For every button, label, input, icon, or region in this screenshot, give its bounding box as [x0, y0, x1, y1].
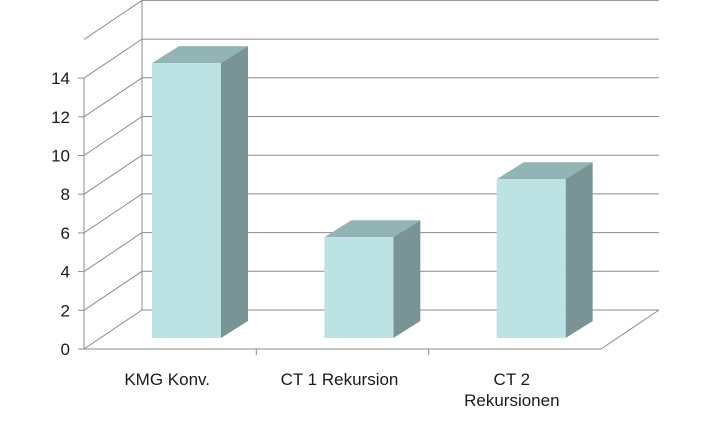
y-tick-label: 2 — [61, 301, 70, 320]
y-tick-label: 14 — [51, 69, 70, 88]
y-tick-labels: 0 2 4 6 8 10 12 14 — [51, 69, 84, 359]
gridline-side — [83, 154, 143, 195]
x-category-labels: KMG Konv. CT 1 Rekursion CT 2 Rekursionen — [124, 370, 559, 410]
y-tick-label: 4 — [61, 263, 70, 282]
bars — [152, 46, 593, 338]
y-tick-label: 8 — [61, 185, 70, 204]
y-tick-label: 12 — [51, 108, 70, 127]
gridline-side — [83, 77, 143, 118]
x-category-label: CT 2 Rekursionen — [464, 370, 559, 410]
gridline-side — [83, 0, 143, 40]
gridline-side — [83, 116, 143, 156]
y-tick-label: 0 — [61, 340, 70, 359]
gridline-side — [83, 193, 143, 234]
y-tick-label: 6 — [61, 224, 70, 243]
gridline-side — [83, 270, 143, 311]
x-category-label: KMG Konv. — [124, 370, 210, 389]
bar — [496, 162, 593, 338]
axes — [83, 0, 660, 355]
bar-top — [496, 162, 593, 180]
bar-side — [393, 220, 421, 338]
bar — [152, 46, 248, 338]
bar-front — [496, 179, 566, 338]
bar-front — [324, 237, 394, 338]
bar-front — [152, 63, 221, 338]
gridline-side — [83, 232, 143, 273]
bar-side — [221, 46, 248, 338]
gridline-side — [83, 38, 143, 79]
bar-top — [152, 46, 248, 64]
gridline-side — [83, 309, 143, 350]
bar — [324, 220, 421, 338]
y-tick-label: 10 — [51, 147, 70, 166]
x-category-label: CT 1 Rekursion — [281, 370, 399, 389]
bar-side — [565, 162, 593, 338]
floor-right-edge — [600, 309, 660, 350]
bar-top — [324, 220, 421, 238]
